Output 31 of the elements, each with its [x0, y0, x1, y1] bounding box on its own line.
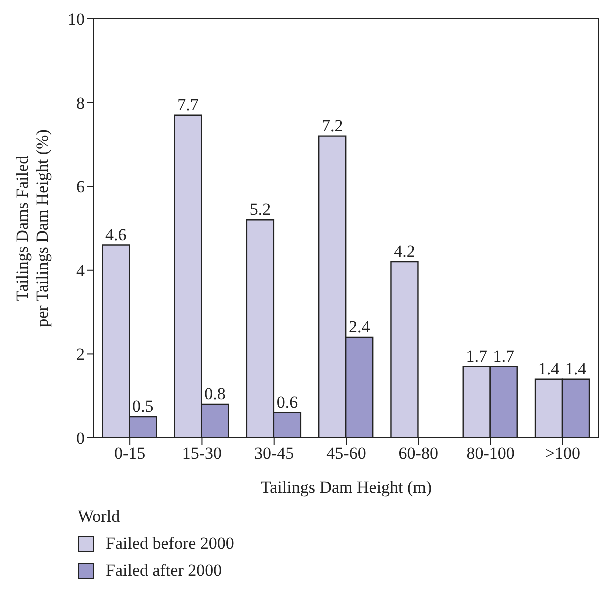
x-axis-title: Tailings Dam Height (m) [260, 478, 432, 497]
data-label: 1.4 [565, 359, 588, 378]
data-label: 0.6 [276, 392, 298, 412]
data-label: 2.4 [348, 317, 371, 336]
data-label: 0.5 [132, 397, 154, 416]
y-tick-label: 6 [76, 178, 85, 197]
x-tick-label: 45-60 [326, 444, 366, 464]
x-tick-label: 0-15 [114, 444, 146, 464]
legend-label: Failed before 2000 [106, 533, 234, 555]
legend-title: World [78, 506, 122, 528]
data-label: 1.7 [493, 346, 515, 366]
data-label: 1.7 [466, 346, 488, 366]
data-label: 4.2 [394, 242, 416, 262]
x-tick-label: 30-45 [254, 444, 294, 464]
data-label: 7.7 [178, 95, 200, 114]
x-tick-label: 60-80 [398, 444, 438, 464]
x-tick-label: 80-100 [466, 444, 515, 464]
y-tick-label: 10 [68, 10, 85, 30]
x-tick-label: >100 [545, 444, 580, 464]
data-label: 4.6 [106, 225, 127, 244]
y-tick-label: 2 [76, 345, 85, 364]
y-axis-title: Tailings Dams Failed per Tailings Dam Height (%) [13, 130, 52, 328]
data-label: 7.2 [322, 116, 344, 136]
x-tick-label: 15-30 [182, 444, 222, 464]
data-label: 5.2 [250, 200, 272, 220]
data-label: 0.8 [204, 384, 226, 404]
y-tick-label: 8 [76, 94, 85, 113]
data-label: 1.4 [538, 359, 560, 378]
legend-label: Failed after 2000 [106, 560, 222, 582]
y-tick-label: 4 [76, 261, 86, 280]
y-tick-label: 0 [76, 429, 85, 448]
